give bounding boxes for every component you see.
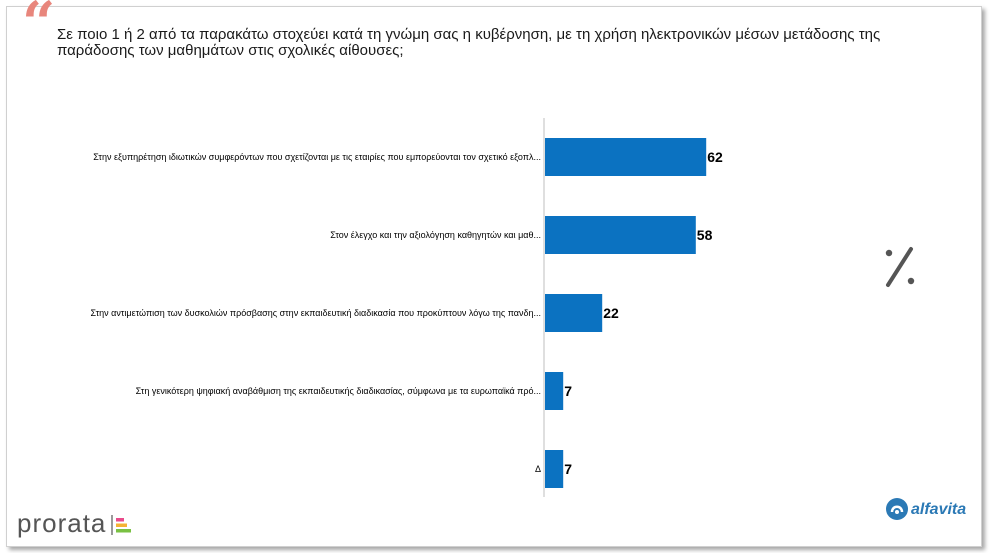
alfavita-icon bbox=[886, 498, 908, 520]
bar bbox=[545, 294, 603, 332]
prorata-logo: prorata bbox=[17, 508, 107, 538]
bar bbox=[545, 216, 696, 254]
bar bbox=[545, 138, 707, 176]
svg-text:%: % bbox=[880, 244, 881, 245]
category-label: Στη γενικότερη ψηφιακή αναβάθμιση της εκ… bbox=[136, 386, 541, 396]
slide bbox=[6, 6, 982, 547]
percent-icon: % bbox=[880, 244, 915, 287]
category-label: Στην αντιμετώπιση των δυσκολιών πρόσβαση… bbox=[90, 308, 541, 318]
bar-value-label: 58 bbox=[697, 227, 713, 243]
quote-icon: “ bbox=[22, 0, 56, 57]
prorata-mark-icon bbox=[111, 515, 131, 535]
alfavita-logo: alfavita bbox=[911, 501, 967, 518]
category-label: Στον έλεγχο και την αξιολόγηση καθηγητών… bbox=[330, 230, 541, 240]
category-label: Στην εξυπηρέτηση ιδιωτικών συμφερόντων π… bbox=[93, 152, 541, 162]
bar bbox=[545, 372, 564, 410]
bar-value-label: 22 bbox=[603, 305, 619, 321]
bar-value-label: 7 bbox=[564, 461, 572, 477]
category-label: Δ bbox=[535, 464, 541, 474]
bar-value-label: 7 bbox=[564, 383, 572, 399]
bar bbox=[545, 450, 564, 488]
bar-value-label: 62 bbox=[707, 149, 723, 165]
question-title: Σε ποιο 1 ή 2 από τα παρακάτω στοχεύει κ… bbox=[57, 26, 881, 59]
